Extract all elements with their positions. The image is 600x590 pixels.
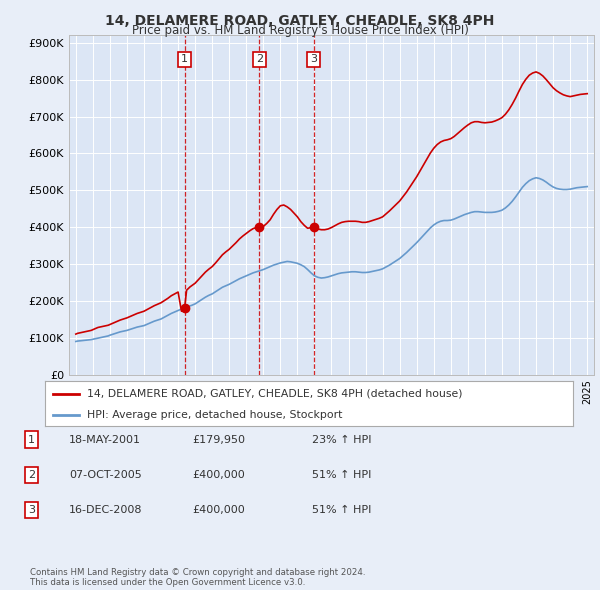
Text: 51% ↑ HPI: 51% ↑ HPI (312, 470, 371, 480)
Text: Contains HM Land Registry data © Crown copyright and database right 2024.
This d: Contains HM Land Registry data © Crown c… (30, 568, 365, 587)
Text: 3: 3 (28, 506, 35, 515)
Text: Price paid vs. HM Land Registry's House Price Index (HPI): Price paid vs. HM Land Registry's House … (131, 24, 469, 37)
Text: 51% ↑ HPI: 51% ↑ HPI (312, 506, 371, 515)
Text: 1: 1 (28, 435, 35, 444)
Text: 14, DELAMERE ROAD, GATLEY, CHEADLE, SK8 4PH (detached house): 14, DELAMERE ROAD, GATLEY, CHEADLE, SK8 … (87, 389, 463, 399)
Text: 2: 2 (28, 470, 35, 480)
Text: 16-DEC-2008: 16-DEC-2008 (69, 506, 143, 515)
Text: £179,950: £179,950 (192, 435, 245, 444)
Text: HPI: Average price, detached house, Stockport: HPI: Average price, detached house, Stoc… (87, 410, 343, 419)
Text: 18-MAY-2001: 18-MAY-2001 (69, 435, 141, 444)
Text: 1: 1 (181, 54, 188, 64)
Text: £400,000: £400,000 (192, 506, 245, 515)
Text: 07-OCT-2005: 07-OCT-2005 (69, 470, 142, 480)
Text: 23% ↑ HPI: 23% ↑ HPI (312, 435, 371, 444)
Text: 14, DELAMERE ROAD, GATLEY, CHEADLE, SK8 4PH: 14, DELAMERE ROAD, GATLEY, CHEADLE, SK8 … (106, 14, 494, 28)
Text: 3: 3 (310, 54, 317, 64)
Text: £400,000: £400,000 (192, 470, 245, 480)
Text: 2: 2 (256, 54, 263, 64)
